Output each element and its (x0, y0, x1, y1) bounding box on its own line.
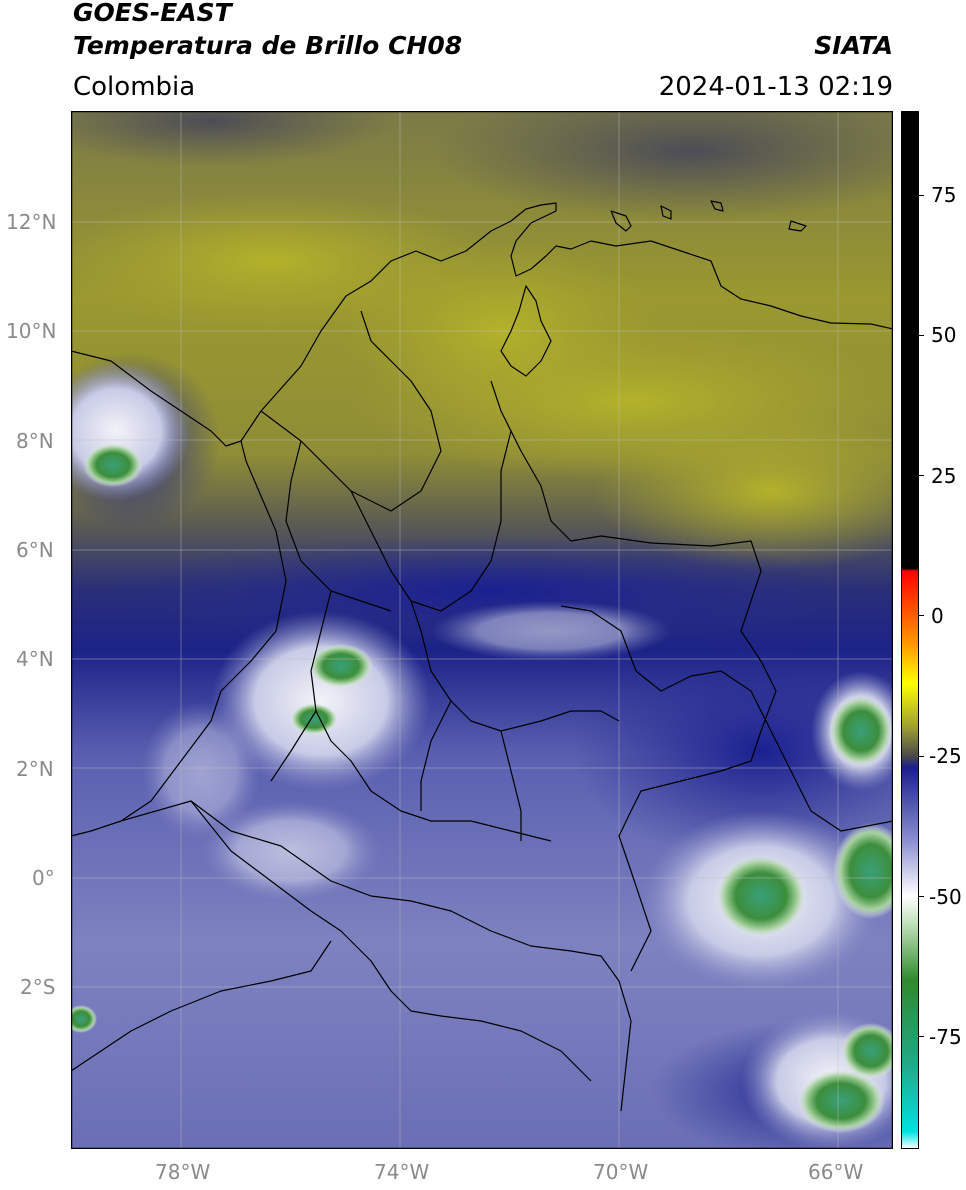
colorbar-tick-mark (919, 475, 924, 477)
agency-label: SIATA (814, 31, 893, 60)
colorbar-tick-mark (919, 194, 924, 196)
cold-core (309, 644, 373, 688)
cold-core (71, 1005, 97, 1033)
lon-tick-label: 74°W (374, 1160, 430, 1184)
lat-tick-label: 0° (32, 866, 55, 890)
cold-core (833, 823, 893, 919)
lon-tick-label: 78°W (155, 1160, 211, 1184)
lat-tick-label: 2°N (16, 757, 54, 781)
venezuela-brazil-border (560, 605, 893, 832)
region-label: Colombia (73, 72, 196, 102)
ecuador-peru-border (190, 800, 592, 1082)
lat-tick-label: 8°N (16, 429, 54, 453)
lon-tick-label: 70°W (593, 1160, 649, 1184)
colorbar-tick-mark (919, 755, 924, 757)
peru-coast (71, 940, 332, 1072)
brightness-temperature-map (71, 111, 893, 1149)
country-borders (71, 200, 893, 1112)
cold-core (829, 695, 893, 767)
colorbar-tick-label: 25 (931, 463, 957, 488)
cold-core (290, 703, 338, 735)
cool-gray-patch (431, 111, 893, 221)
colorbar-tick-label: 75 (931, 183, 957, 208)
cloud-top (201, 801, 381, 901)
source-title: GOES-EAST (73, 0, 232, 27)
colorbar-tick-label: -25 (929, 744, 962, 769)
lon-tick-label: 66°W (808, 1160, 864, 1184)
warm-patch (591, 411, 893, 571)
cold-core (797, 1069, 885, 1133)
colorbar-tick-mark (919, 896, 924, 897)
colorbar-tick-label: -75 (929, 1024, 962, 1049)
colorbar-tick-label: 50 (931, 323, 957, 348)
lat-tick-label: 6°N (16, 538, 54, 562)
lat-tick-label: 10°N (6, 319, 57, 343)
colorbar-tick-mark (919, 334, 924, 336)
cloud-top (211, 611, 431, 791)
colorbar-tick-label: 0 (931, 603, 944, 628)
aruba-curacao (610, 200, 807, 232)
lat-tick-label: 12°N (6, 210, 57, 234)
cloud-top (431, 601, 671, 661)
product-title: Temperatura de Brillo CH08 (73, 31, 463, 60)
timestamp-label: 2024-01-13 02:19 (658, 72, 893, 102)
cold-core (715, 854, 807, 938)
cold-band (571, 641, 893, 861)
lake-maracaibo (500, 285, 552, 377)
lat-tick-label: 2°S (20, 975, 56, 999)
cool-gray-patch (71, 111, 391, 166)
pacific-coastline (71, 350, 287, 837)
colorbar (901, 111, 919, 1149)
colorbar-tick-mark (919, 1036, 924, 1038)
eastern-border (490, 380, 777, 972)
lat-tick-label: 4°N (16, 647, 54, 671)
cold-core (841, 1023, 893, 1079)
cloud-top (141, 701, 261, 841)
colorbar-tick-label: -50 (929, 884, 962, 909)
department-lines (260, 310, 620, 842)
colorbar-tick-mark (919, 615, 924, 617)
map-frame (71, 111, 893, 1149)
cold-core (83, 443, 143, 487)
southern-border (120, 800, 632, 1112)
caribbean-coastline (240, 202, 893, 442)
